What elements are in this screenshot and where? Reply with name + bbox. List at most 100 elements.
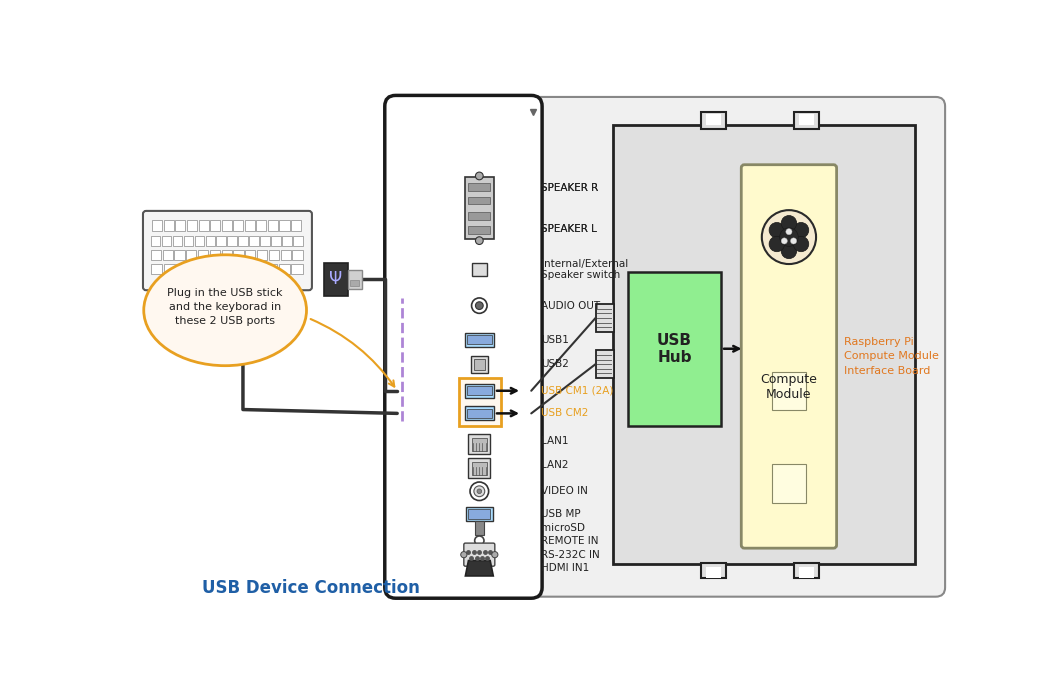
Text: Raspberry Pi
Compute Module
Interface Board: Raspberry Pi Compute Module Interface Bo… [845, 337, 940, 376]
FancyBboxPatch shape [468, 226, 490, 234]
FancyBboxPatch shape [471, 263, 487, 276]
FancyBboxPatch shape [706, 567, 721, 578]
FancyBboxPatch shape [189, 264, 201, 274]
FancyBboxPatch shape [265, 264, 277, 274]
Text: USB CM2: USB CM2 [541, 408, 589, 418]
FancyBboxPatch shape [701, 563, 726, 578]
Circle shape [781, 215, 797, 231]
FancyBboxPatch shape [467, 386, 492, 395]
FancyBboxPatch shape [162, 236, 171, 246]
FancyBboxPatch shape [794, 113, 819, 129]
FancyBboxPatch shape [280, 250, 291, 260]
FancyBboxPatch shape [772, 464, 806, 503]
Text: Plug in the USB stick
and the keyborad in
these 2 USB ports: Plug in the USB stick and the keyborad i… [167, 288, 283, 326]
FancyBboxPatch shape [198, 250, 208, 260]
FancyBboxPatch shape [164, 264, 174, 274]
FancyBboxPatch shape [222, 220, 231, 231]
Text: AUDIO OUT: AUDIO OUT [541, 300, 600, 311]
FancyBboxPatch shape [279, 220, 290, 231]
FancyBboxPatch shape [186, 250, 197, 260]
Text: Ψ: Ψ [330, 270, 342, 288]
FancyBboxPatch shape [222, 250, 231, 260]
Text: USB2: USB2 [541, 359, 570, 370]
FancyBboxPatch shape [701, 113, 726, 129]
Polygon shape [465, 560, 494, 576]
FancyBboxPatch shape [151, 236, 161, 246]
Text: USB MP: USB MP [541, 509, 581, 519]
FancyBboxPatch shape [245, 250, 256, 260]
FancyBboxPatch shape [292, 264, 302, 274]
Text: REMOTE IN: REMOTE IN [541, 536, 599, 545]
Text: VIDEO IN: VIDEO IN [541, 486, 588, 496]
FancyBboxPatch shape [282, 236, 292, 246]
FancyBboxPatch shape [184, 236, 193, 246]
FancyBboxPatch shape [464, 543, 495, 566]
FancyBboxPatch shape [172, 236, 182, 246]
FancyBboxPatch shape [164, 220, 173, 231]
FancyBboxPatch shape [217, 236, 226, 246]
Circle shape [476, 302, 483, 309]
FancyBboxPatch shape [227, 264, 239, 274]
FancyBboxPatch shape [467, 335, 492, 344]
FancyBboxPatch shape [210, 220, 220, 231]
Text: SPEAKER R: SPEAKER R [541, 183, 598, 193]
Text: SPEAKER R: SPEAKER R [541, 183, 598, 193]
Text: SPEAKER L: SPEAKER L [541, 224, 597, 234]
Circle shape [793, 222, 809, 238]
FancyBboxPatch shape [468, 212, 490, 220]
FancyBboxPatch shape [194, 236, 204, 246]
FancyBboxPatch shape [293, 250, 302, 260]
FancyBboxPatch shape [471, 462, 487, 475]
FancyBboxPatch shape [465, 333, 494, 346]
Circle shape [780, 228, 798, 246]
FancyBboxPatch shape [272, 236, 281, 246]
FancyBboxPatch shape [741, 165, 836, 548]
Text: SPEAKER L: SPEAKER L [541, 224, 597, 234]
FancyBboxPatch shape [257, 250, 267, 260]
Circle shape [793, 236, 809, 252]
FancyBboxPatch shape [202, 264, 214, 274]
FancyBboxPatch shape [293, 236, 302, 246]
Text: LAN2: LAN2 [541, 460, 569, 471]
FancyBboxPatch shape [348, 270, 361, 289]
FancyBboxPatch shape [215, 264, 226, 274]
Circle shape [476, 237, 483, 244]
FancyBboxPatch shape [234, 250, 243, 260]
FancyBboxPatch shape [175, 220, 185, 231]
FancyBboxPatch shape [240, 264, 252, 274]
FancyBboxPatch shape [468, 197, 490, 204]
FancyBboxPatch shape [324, 263, 348, 296]
Text: Compute
Module: Compute Module [760, 373, 817, 401]
Text: HDMI IN1: HDMI IN1 [541, 563, 590, 573]
FancyBboxPatch shape [249, 236, 259, 246]
Text: LAN1: LAN1 [541, 436, 569, 447]
FancyBboxPatch shape [234, 220, 243, 231]
FancyBboxPatch shape [467, 409, 492, 418]
Circle shape [492, 552, 498, 558]
FancyBboxPatch shape [199, 220, 208, 231]
FancyBboxPatch shape [459, 379, 501, 426]
FancyBboxPatch shape [268, 250, 279, 260]
FancyBboxPatch shape [794, 563, 819, 578]
FancyBboxPatch shape [468, 183, 490, 191]
FancyBboxPatch shape [471, 438, 487, 451]
Circle shape [762, 210, 816, 264]
Circle shape [470, 482, 488, 501]
FancyBboxPatch shape [525, 97, 945, 597]
Text: USB1: USB1 [541, 335, 570, 344]
FancyBboxPatch shape [706, 114, 721, 125]
FancyBboxPatch shape [205, 236, 215, 246]
FancyBboxPatch shape [253, 264, 264, 274]
Circle shape [785, 228, 792, 235]
Text: RS-232C IN: RS-232C IN [541, 549, 600, 560]
Circle shape [791, 238, 797, 244]
FancyBboxPatch shape [465, 384, 494, 398]
FancyBboxPatch shape [163, 250, 172, 260]
FancyBboxPatch shape [475, 521, 484, 535]
FancyBboxPatch shape [468, 509, 490, 519]
Text: Internal/External
Speaker switch: Internal/External Speaker switch [541, 259, 629, 280]
FancyBboxPatch shape [151, 250, 161, 260]
Text: USB Device Connection: USB Device Connection [202, 579, 420, 597]
FancyBboxPatch shape [474, 359, 485, 370]
FancyBboxPatch shape [465, 178, 494, 239]
